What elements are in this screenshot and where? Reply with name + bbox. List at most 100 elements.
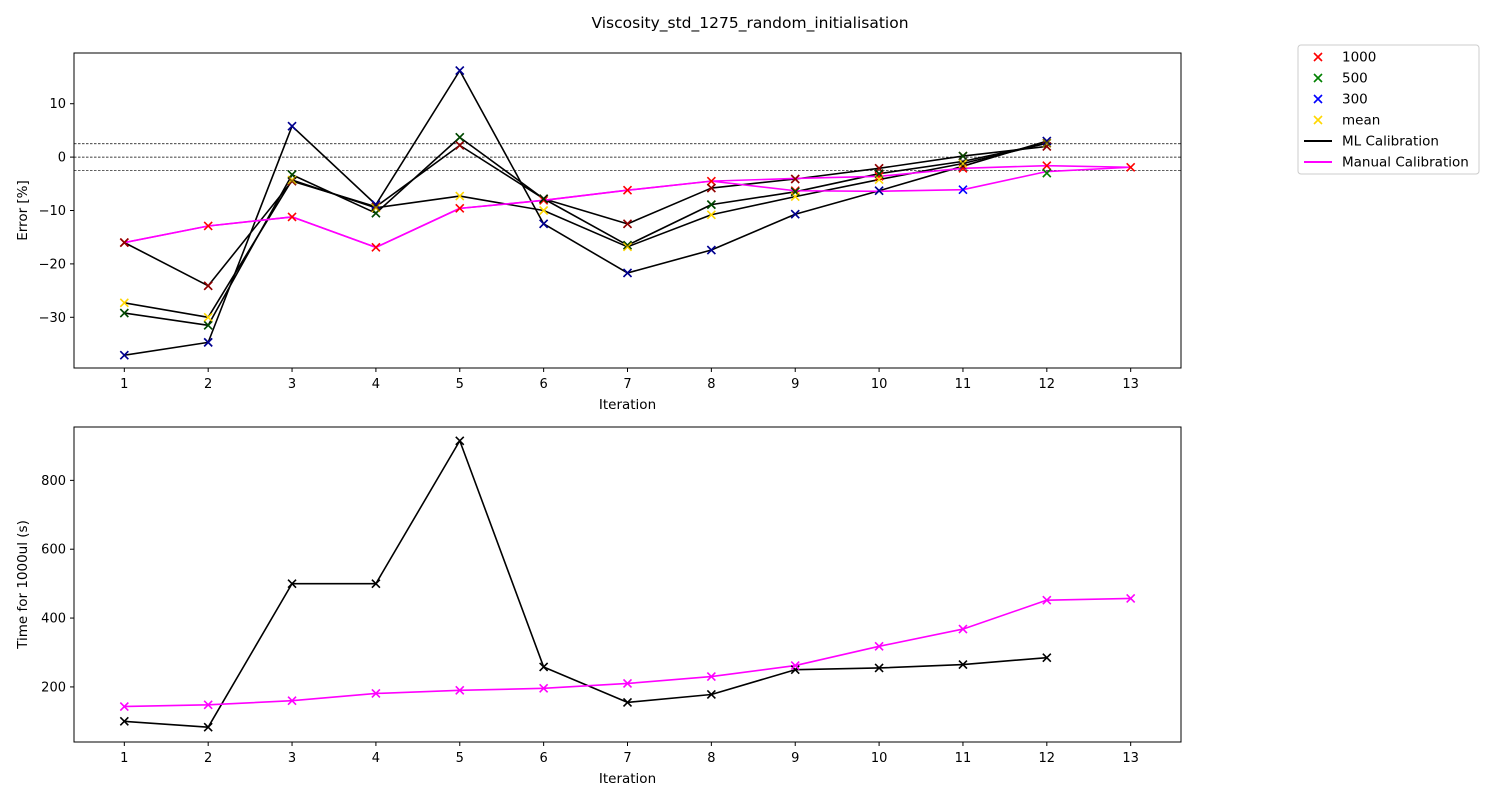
x-tick-label: 1 bbox=[120, 751, 128, 766]
scatter-point-1000 bbox=[1126, 162, 1136, 172]
x-tick-label: 9 bbox=[791, 377, 799, 392]
overlay-point bbox=[790, 209, 800, 219]
overlay-point bbox=[119, 237, 129, 248]
error-y-axis-label: Error [%] bbox=[15, 180, 31, 241]
x-tick-label: 9 bbox=[791, 751, 799, 766]
y-tick-label: −20 bbox=[39, 257, 66, 272]
scatter-point-1000 bbox=[790, 174, 800, 184]
time-point bbox=[622, 697, 633, 707]
time-line-series-0 bbox=[124, 439, 1047, 728]
scatter-point-mean bbox=[790, 192, 800, 202]
scatter-point-300 bbox=[119, 350, 129, 360]
x-tick-label: 3 bbox=[288, 377, 296, 392]
overlay-point bbox=[874, 169, 884, 179]
legend-label: 1000 bbox=[1342, 50, 1376, 66]
time-point bbox=[539, 662, 549, 672]
overlay-point bbox=[203, 281, 213, 291]
time-point bbox=[958, 624, 968, 634]
x-tick-label: 7 bbox=[623, 377, 631, 392]
overlay-point bbox=[455, 132, 465, 142]
scatter-point-500 bbox=[455, 132, 465, 142]
scatter-point-500 bbox=[539, 194, 549, 204]
overlay-point bbox=[287, 121, 297, 131]
scatter-point-mean bbox=[203, 312, 213, 322]
scatter-point-mean bbox=[1042, 138, 1052, 148]
x-tick-label: 10 bbox=[871, 751, 888, 766]
scatter-point-mean bbox=[287, 175, 297, 185]
time-point bbox=[790, 661, 800, 671]
x-tick-label: 6 bbox=[539, 377, 547, 392]
time-point bbox=[1126, 593, 1136, 604]
x-tick-label: 5 bbox=[456, 377, 464, 392]
figure-title: Viscosity_std_1275_random_initialisation bbox=[591, 14, 908, 33]
scatter-point-300 bbox=[622, 268, 633, 278]
time-point bbox=[1042, 595, 1052, 605]
x-tick-label: 4 bbox=[372, 751, 380, 766]
time-point bbox=[455, 436, 465, 446]
scatter-point-500 bbox=[1042, 168, 1052, 178]
overlay-point bbox=[371, 208, 381, 218]
x-tick-label: 13 bbox=[1122, 377, 1139, 392]
x-tick-label: 10 bbox=[871, 377, 888, 392]
legend-label: 500 bbox=[1342, 71, 1368, 87]
x-tick-label: 12 bbox=[1039, 377, 1056, 392]
overlay-point bbox=[1042, 138, 1052, 148]
time-point bbox=[958, 659, 968, 670]
overlay-point bbox=[203, 320, 213, 330]
scatter-point-mean bbox=[371, 203, 381, 213]
x-tick-label: 2 bbox=[204, 751, 212, 766]
overlay-point bbox=[706, 245, 716, 255]
overlay-point bbox=[958, 156, 968, 166]
time-point bbox=[706, 672, 716, 682]
overlay-point bbox=[874, 163, 884, 173]
legend-marker bbox=[1313, 115, 1323, 125]
time-x-axis-label: Iteration bbox=[599, 771, 656, 787]
x-tick-label: 8 bbox=[707, 751, 715, 766]
y-tick-label: 800 bbox=[41, 474, 66, 489]
x-tick-label: 7 bbox=[623, 751, 631, 766]
overlay-point bbox=[622, 219, 633, 229]
x-tick-label: 12 bbox=[1039, 751, 1056, 766]
overlay-point bbox=[371, 202, 381, 212]
overlay-point bbox=[119, 308, 129, 318]
scatter-point-300 bbox=[539, 219, 549, 229]
scatter-point-mean bbox=[455, 191, 465, 201]
x-tick-label: 1 bbox=[120, 377, 128, 392]
scatter-point-1000 bbox=[874, 171, 884, 181]
scatter-point-mean bbox=[539, 205, 549, 216]
y-tick-label: 600 bbox=[41, 543, 66, 558]
scatter-point-500 bbox=[706, 200, 716, 210]
y-tick-label: 400 bbox=[41, 612, 66, 627]
overlay-point bbox=[539, 194, 549, 204]
time-point bbox=[622, 678, 633, 689]
scatter-point-1000 bbox=[706, 176, 716, 186]
scatter-point-500 bbox=[203, 320, 213, 330]
scatter-point-1000 bbox=[706, 183, 716, 193]
time-point bbox=[119, 701, 129, 712]
scatter-point-1000 bbox=[119, 237, 129, 248]
time-point bbox=[539, 683, 549, 693]
overlay-point bbox=[203, 337, 213, 347]
x-tick-label: 5 bbox=[456, 751, 464, 766]
x-tick-label: 8 bbox=[707, 377, 715, 392]
scatter-point-1000 bbox=[287, 212, 297, 222]
overlay-point bbox=[1042, 136, 1052, 146]
legend-box bbox=[1297, 44, 1480, 175]
y-tick-label: 200 bbox=[41, 680, 66, 695]
overlay-point bbox=[622, 240, 633, 250]
scatter-point-1000 bbox=[455, 203, 465, 213]
error-plot: 1 2 3 4 5 6 7 8 9 10 11 12 13−30−20−10010IterationEr… bbox=[15, 52, 1182, 413]
scatter-point-300 bbox=[287, 121, 297, 131]
overlay-point bbox=[958, 151, 968, 161]
time-y-axis-label: Time for 1000ul (s) bbox=[15, 520, 31, 650]
scatter-point-1000 bbox=[203, 221, 213, 231]
x-tick-label: 11 bbox=[955, 377, 972, 392]
scatter-point-300 bbox=[790, 209, 800, 219]
x-tick-label: 11 bbox=[955, 751, 972, 766]
overlay-point bbox=[706, 183, 716, 193]
x-tick-label: 13 bbox=[1122, 751, 1139, 766]
time-point bbox=[203, 700, 213, 710]
error-line-series-3 bbox=[124, 142, 1048, 319]
time-point bbox=[203, 722, 213, 732]
